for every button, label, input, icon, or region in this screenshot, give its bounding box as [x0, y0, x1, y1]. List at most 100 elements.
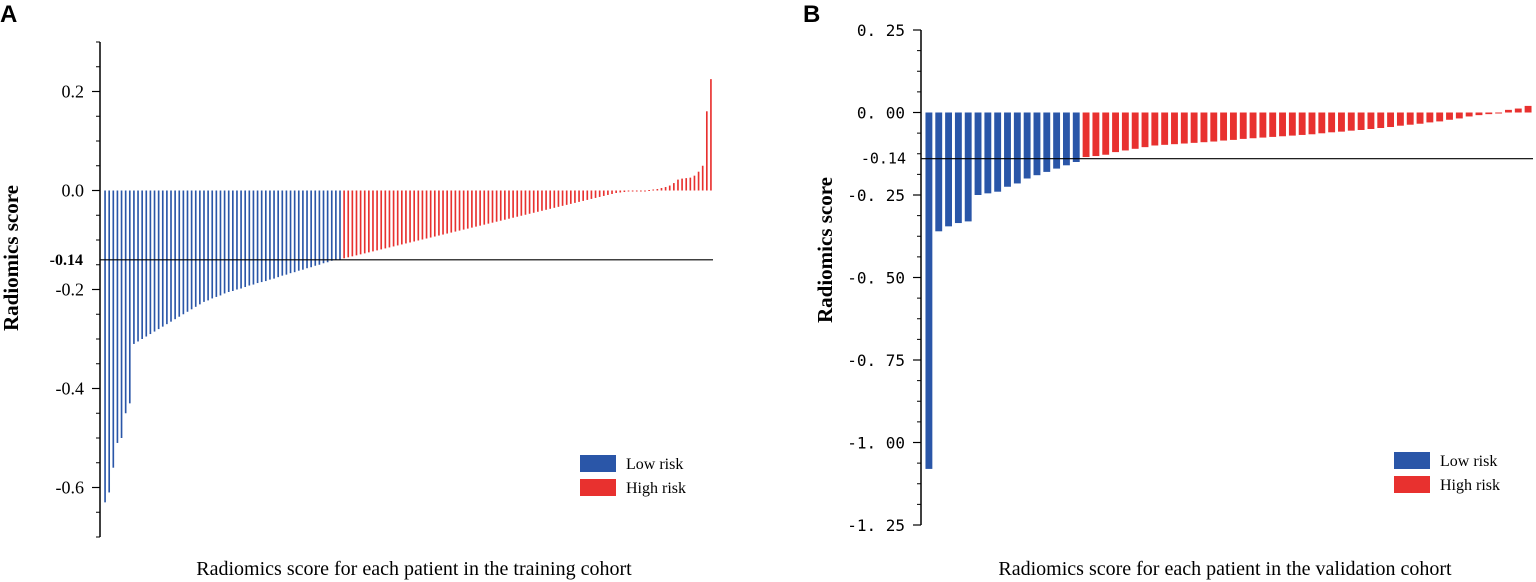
panel-b-legend-low-label: Low risk — [1440, 453, 1497, 470]
bar-high-risk — [417, 190, 420, 241]
bar-high-risk — [454, 190, 457, 232]
bar-high-risk — [664, 187, 667, 191]
bar-high-risk — [1269, 112, 1277, 137]
bar-high-risk — [553, 190, 556, 208]
bar-high-risk — [1308, 112, 1316, 135]
bar-low-risk — [141, 190, 143, 339]
bar-low-risk — [145, 190, 148, 337]
bar-low-risk — [182, 190, 185, 315]
bar-low-risk — [116, 190, 119, 443]
bar-high-risk — [1092, 112, 1100, 157]
bar-high-risk — [421, 190, 424, 240]
bar-high-risk — [1338, 112, 1345, 132]
bar-high-risk — [392, 190, 395, 247]
panel-a-legend-low-label: Low risk — [626, 456, 683, 473]
panel-b-y-axis-title: Radiomics score — [813, 177, 837, 323]
bar-high-risk — [611, 190, 613, 194]
bar-high-risk — [471, 190, 473, 228]
bar-high-risk — [578, 190, 580, 202]
bar-high-risk — [1180, 112, 1188, 144]
bar-low-risk — [994, 112, 1002, 192]
bar-low-risk — [330, 190, 333, 261]
panel-b-x-axis-title: Radiomics score for each patient in the … — [998, 558, 1452, 580]
bar-high-risk — [594, 190, 597, 198]
bar-high-risk — [512, 190, 514, 218]
panel-a-legend-high-swatch — [580, 479, 616, 496]
bar-high-risk — [1347, 112, 1355, 131]
bar-low-risk — [203, 190, 205, 302]
bar-high-risk — [359, 190, 362, 255]
bar-low-risk — [194, 190, 197, 307]
panel-b-legend-low-swatch — [1394, 452, 1430, 469]
bar-high-risk — [491, 190, 494, 223]
bar-low-risk — [240, 190, 242, 289]
bar-low-risk — [256, 190, 259, 284]
bar-low-risk — [244, 190, 247, 288]
bar-high-risk — [1465, 112, 1473, 117]
bar-high-risk — [462, 190, 465, 230]
panel-a-legend: Low risk High risk — [580, 455, 686, 497]
bar-high-risk — [631, 190, 634, 192]
bar-high-risk — [1161, 112, 1169, 145]
bar-high-risk — [541, 190, 543, 211]
y-tick-label: -0. 75 — [847, 351, 905, 370]
bar-low-risk — [252, 190, 255, 285]
bar-high-risk — [627, 190, 630, 192]
bar-low-risk — [954, 112, 962, 224]
bar-high-risk — [368, 190, 370, 253]
bar-high-risk — [607, 190, 609, 195]
bar-low-risk — [1072, 112, 1080, 162]
bar-low-risk — [277, 190, 279, 278]
bar-high-risk — [1288, 112, 1296, 136]
bar-low-risk — [264, 190, 267, 282]
bar-low-risk — [161, 190, 164, 327]
bar-high-risk — [396, 190, 399, 246]
bar-high-risk — [446, 190, 448, 234]
bar-high-risk — [1524, 105, 1532, 113]
bar-high-risk — [685, 178, 688, 191]
bar-high-risk — [528, 190, 531, 214]
panel-b-y-ticks: 0. 25 0. 00 -0. 25 -0. 50 -0. 75 -1. 00 -1. 25 — [847, 21, 921, 535]
bar-low-risk — [984, 112, 992, 194]
bar-high-risk — [1200, 112, 1208, 143]
bar-low-risk — [215, 190, 218, 297]
bar-high-risk — [574, 190, 576, 203]
bar-high-risk — [479, 190, 481, 226]
bar-high-risk — [652, 189, 655, 191]
bar-high-risk — [697, 171, 700, 191]
y-tick-label: -0.6 — [56, 478, 85, 498]
bar-high-risk — [1151, 112, 1159, 146]
bar-high-risk — [660, 188, 663, 191]
bar-high-risk — [405, 190, 407, 244]
y-tick-label: 0. 25 — [857, 21, 905, 40]
bar-high-risk — [1121, 112, 1129, 151]
bar-high-risk — [380, 190, 383, 250]
bar-high-risk — [1141, 112, 1149, 148]
bar-low-risk — [112, 190, 115, 468]
bar-high-risk — [615, 190, 617, 193]
bar-high-risk — [438, 190, 440, 236]
bar-low-risk — [248, 190, 251, 286]
bar-high-risk — [495, 190, 498, 222]
bar-high-risk — [623, 190, 626, 192]
bar-low-risk — [1062, 112, 1070, 166]
bar-high-risk — [372, 190, 374, 252]
panel-a-x-axis-title: Radiomics score for each patient in the … — [196, 558, 632, 580]
bar-low-risk — [153, 190, 156, 332]
bar-high-risk — [693, 175, 696, 191]
bar-high-risk — [1229, 112, 1237, 140]
bar-high-risk — [475, 190, 477, 227]
bar-low-risk — [335, 190, 337, 260]
bar-low-risk — [223, 190, 226, 294]
bar-high-risk — [384, 190, 387, 249]
y-tick-label: -0.4 — [56, 379, 85, 399]
bar-high-risk — [487, 190, 490, 224]
y-tick-label: 0.2 — [62, 82, 85, 102]
bar-low-risk — [232, 190, 234, 291]
bar-low-risk — [236, 190, 238, 290]
bar-high-risk — [561, 190, 564, 206]
bar-high-risk — [1171, 112, 1178, 145]
bar-low-risk — [174, 190, 176, 320]
bar-high-risk — [532, 190, 535, 213]
